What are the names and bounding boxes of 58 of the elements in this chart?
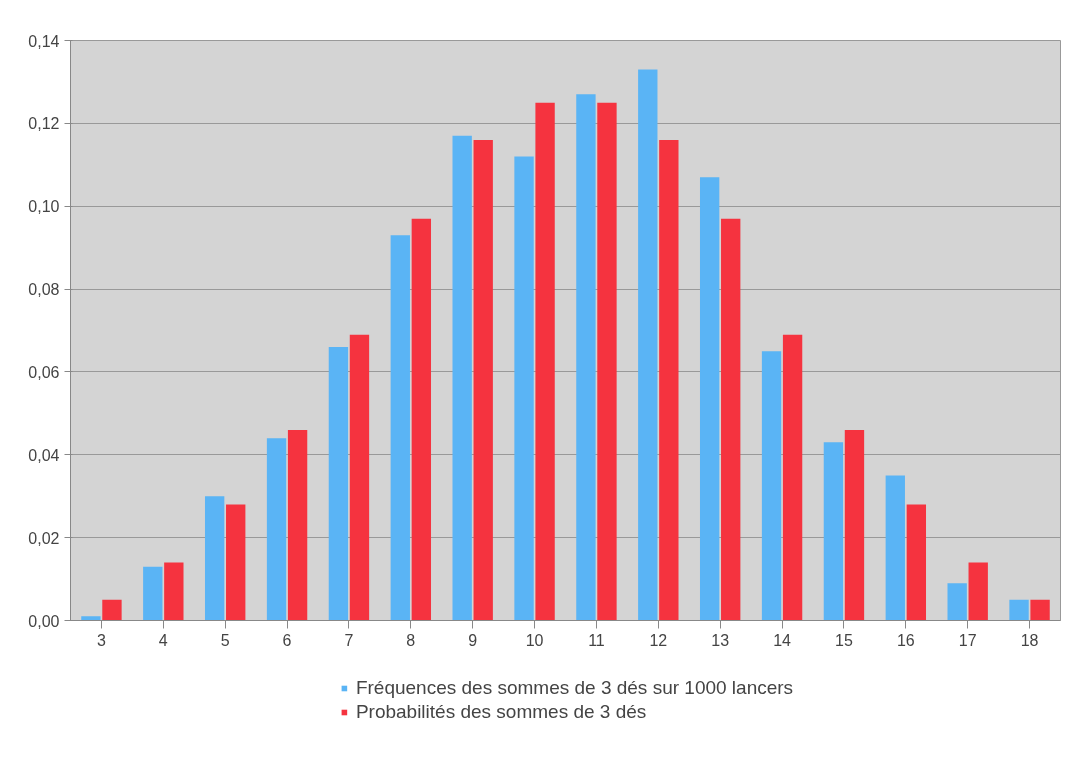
bar bbox=[576, 94, 596, 621]
y-tick-label: 0,10 bbox=[28, 198, 60, 216]
x-tick-label: 17 bbox=[958, 631, 977, 649]
x-tick-label: 4 bbox=[158, 631, 168, 649]
x-tick-label: 6 bbox=[282, 631, 292, 649]
x-tick-label: 18 bbox=[1020, 631, 1039, 649]
bar bbox=[287, 429, 308, 621]
bar bbox=[1030, 599, 1050, 621]
legend-label: Probabilités des sommes de 3 dés bbox=[355, 701, 647, 723]
x-tick-label: 14 bbox=[773, 631, 792, 649]
bar bbox=[844, 429, 865, 621]
legend-label: Fréquences des sommes de 3 dés sur 1000 lancers bbox=[355, 677, 794, 699]
y-tick-label: 0,08 bbox=[28, 281, 60, 299]
x-tick-label: 7 bbox=[344, 631, 354, 649]
bar bbox=[823, 442, 844, 621]
x-tick-label: 9 bbox=[468, 631, 478, 649]
bar bbox=[473, 139, 493, 621]
bar bbox=[328, 347, 349, 621]
x-tick-label: 15 bbox=[835, 631, 853, 649]
bar bbox=[535, 102, 555, 621]
bar bbox=[164, 562, 184, 621]
y-tick-label: 0,02 bbox=[28, 529, 60, 547]
x-tick-label: 13 bbox=[711, 631, 730, 649]
bar bbox=[204, 496, 225, 621]
x-tick-label: 12 bbox=[649, 631, 668, 649]
bar bbox=[266, 438, 287, 621]
bar bbox=[659, 139, 679, 621]
bar bbox=[514, 156, 534, 621]
x-tick-label: 16 bbox=[896, 631, 915, 649]
bar bbox=[597, 102, 617, 621]
x-tick-label: 11 bbox=[588, 631, 605, 649]
bar bbox=[390, 235, 410, 621]
x-tick-label: 10 bbox=[525, 631, 544, 649]
bar bbox=[906, 504, 927, 621]
x-tick-label: 8 bbox=[406, 631, 416, 649]
bar bbox=[102, 599, 122, 621]
bar bbox=[638, 69, 658, 621]
bar bbox=[81, 616, 101, 621]
y-tick-label: 0,04 bbox=[28, 446, 60, 464]
y-tick-label: 0,14 bbox=[28, 32, 60, 50]
bar bbox=[452, 135, 472, 621]
bar bbox=[349, 334, 370, 621]
y-tick-label: 0,00 bbox=[28, 612, 60, 630]
bar bbox=[721, 218, 741, 621]
bar bbox=[226, 504, 246, 621]
bar bbox=[782, 334, 803, 621]
bar bbox=[947, 583, 967, 621]
bar bbox=[1009, 599, 1029, 621]
bar bbox=[968, 562, 988, 621]
x-tick-label: 3 bbox=[96, 631, 106, 649]
bar bbox=[699, 177, 720, 621]
bar bbox=[411, 218, 432, 621]
bar bbox=[761, 351, 782, 621]
bar bbox=[143, 566, 163, 621]
x-tick-label: 5 bbox=[220, 631, 230, 649]
y-tick-label: 0,12 bbox=[28, 115, 60, 133]
y-tick-label: 0,06 bbox=[28, 363, 60, 381]
bar bbox=[885, 475, 905, 621]
